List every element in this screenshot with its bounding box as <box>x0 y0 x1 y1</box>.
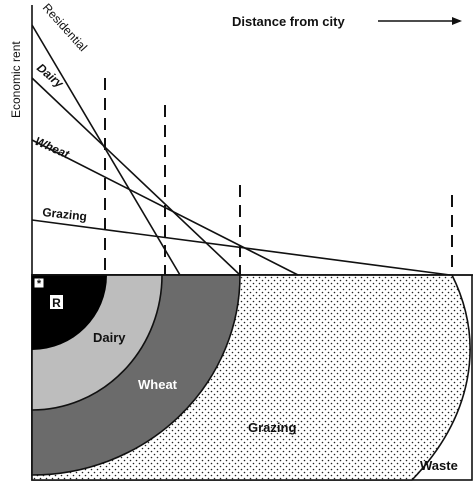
center-label: R <box>52 296 61 310</box>
rent-line <box>31 24 181 276</box>
rent-line-label: Dairy <box>34 61 67 92</box>
rent-line <box>31 139 299 276</box>
x-axis-label: Distance from city <box>232 14 345 29</box>
zone-label: Grazing <box>248 420 296 435</box>
rent-line <box>31 219 451 276</box>
arrow-head <box>452 17 462 25</box>
zone-map: * R Dairy Wheat Grazing Waste <box>31 274 473 481</box>
rent-line-label: Residential <box>40 1 90 54</box>
zone-label: Dairy <box>93 330 126 345</box>
zone-label: Waste <box>420 458 458 473</box>
rent-line-label: Grazing <box>42 205 88 224</box>
zone-label: Wheat <box>138 377 178 392</box>
rent-line-label: Wheat <box>33 134 72 162</box>
y-axis-label: Economic rent <box>9 41 23 118</box>
marker-box <box>33 277 45 289</box>
marker: * <box>37 278 42 290</box>
rent-line <box>31 77 241 276</box>
residential-zone <box>32 275 107 350</box>
center-box <box>50 295 63 309</box>
